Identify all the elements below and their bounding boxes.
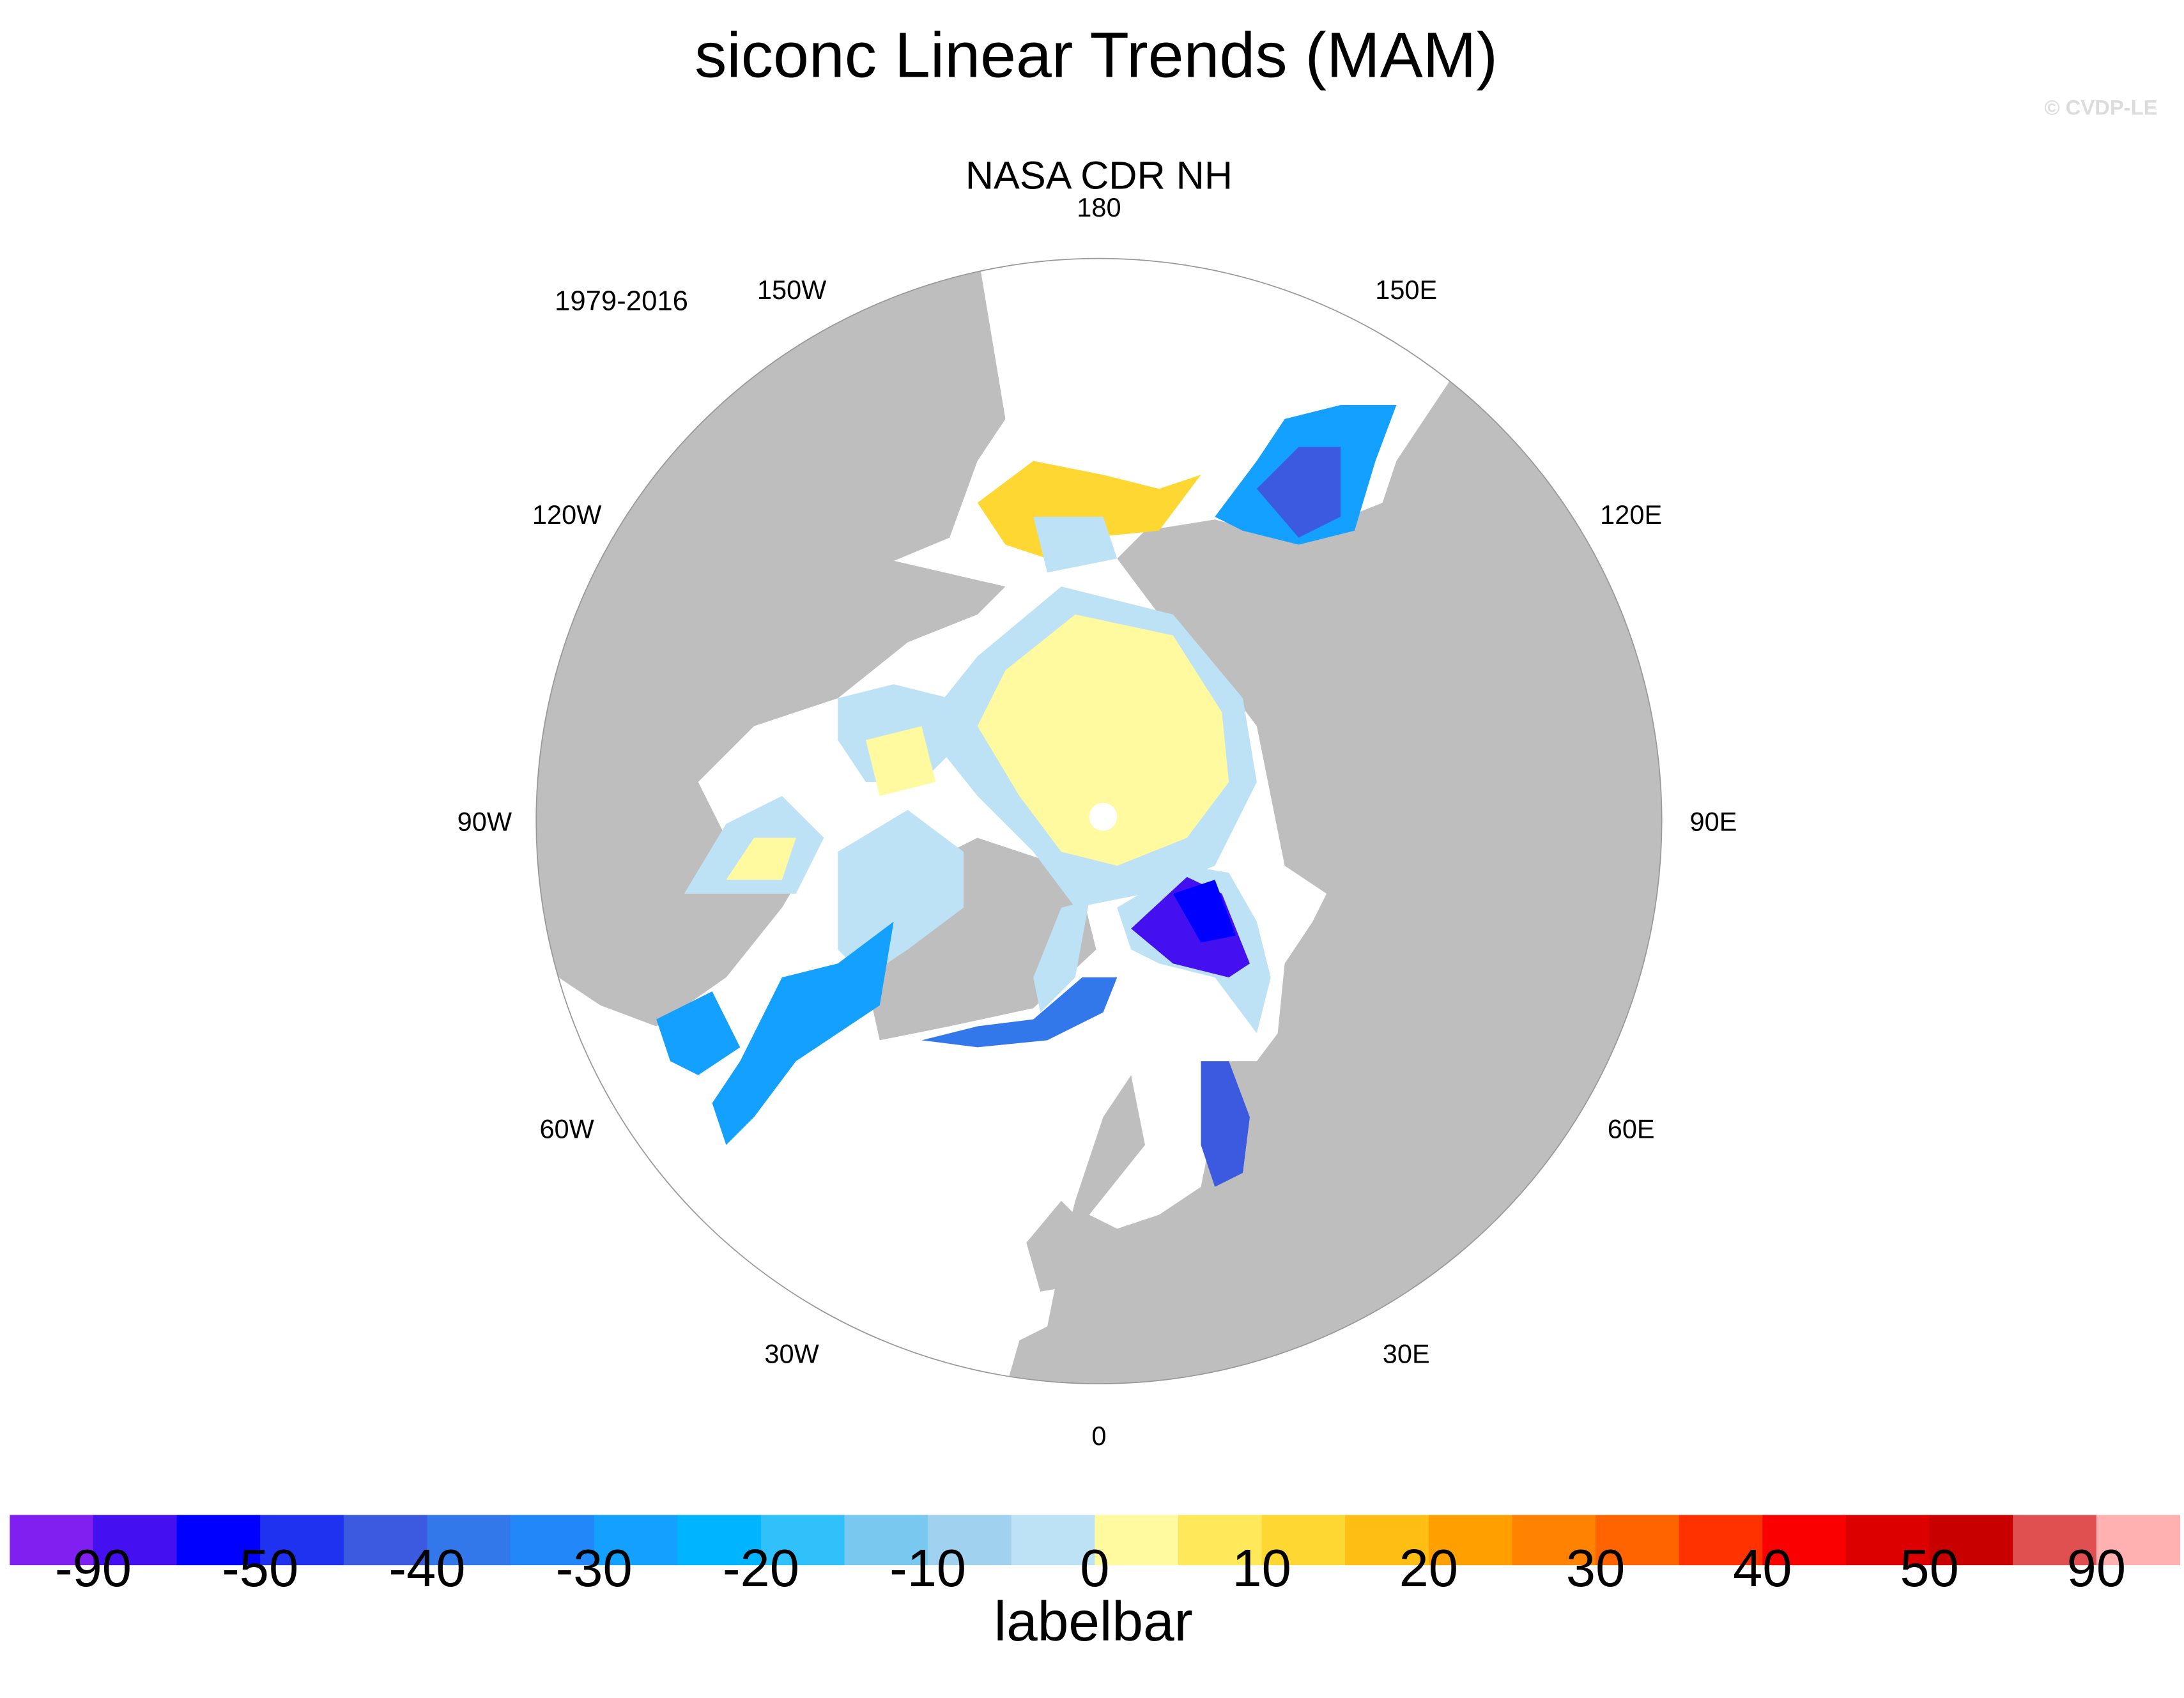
colorbar-tick-label: 0 [1080,1538,1109,1598]
colorbar-tick-label: 50 [1900,1538,1958,1598]
map-boundary [535,257,1663,1384]
colorbar-swatch [343,1515,428,1566]
colorbar-tick-label: 10 [1232,1538,1291,1598]
sea-ice-trend-patch [1256,447,1341,538]
colorbar-swatch [1929,1515,2013,1566]
longitude-label: 150E [1375,275,1437,305]
colorbar-swatch [594,1515,678,1566]
colorbar-swatch [2096,1515,2181,1566]
colorbar-tick-label: -50 [222,1538,298,1598]
sea-ice-trend-patch [712,921,894,1145]
chart-subtitle: NASA CDR NH [965,153,1233,197]
longitude-label: 90E [1690,807,1737,837]
chart-title: siconc Linear Trends (MAM) [695,19,1498,91]
colorbar-swatch [93,1515,178,1566]
colorbar-tick-label: -10 [889,1538,966,1598]
longitude-label: 0 [1091,1421,1106,1451]
colorbar-tick-label: 90 [2067,1538,2126,1598]
longitude-label: 30E [1383,1338,1430,1368]
colorbar-swatch [511,1515,595,1566]
colorbar-tick-label: -90 [55,1538,132,1598]
polar-map [536,258,1662,1384]
colorbar-swatch [1095,1515,1179,1566]
longitude-label: 30W [764,1338,819,1368]
longitude-label: 60E [1608,1113,1655,1143]
sea-ice-trend-patch [1033,516,1118,573]
colorbar-swatch [260,1515,344,1566]
longitude-label: 60W [539,1113,594,1143]
colorbar-swatch [1345,1515,1429,1566]
longitude-label: 120E [1600,500,1662,530]
colorbar-swatch [1011,1515,1096,1566]
sea-ice-trend-patch [977,614,1229,866]
colorbar-swatch [1845,1515,1930,1566]
longitude-label: 180 [1077,192,1121,222]
colorbar-swatch [1261,1515,1346,1566]
colorbar-swatch [1512,1515,1596,1566]
colorbar-swatch [1428,1515,1513,1566]
colorbar-swatch [928,1515,1012,1566]
colorbar-swatch [1596,1515,1680,1566]
sea-ice-trend-patch [838,809,964,978]
colorbar-swatch [760,1515,845,1566]
colorbar-tick-label: 20 [1399,1538,1458,1598]
colorbar [10,1515,2181,1566]
colorbar-swatch [844,1515,928,1566]
colorbar-swatch [1762,1515,1847,1566]
sea-ice-trend-patch [656,991,741,1076]
sea-ice-trend-patch [1201,1061,1250,1187]
longitude-label: 90W [458,807,512,837]
colorbar-swatch [176,1515,261,1566]
colorbar-swatch [2013,1515,2097,1566]
colorbar-tick-label: 30 [1566,1538,1625,1598]
colorbar-swatch [1679,1515,1763,1566]
colorbar-tick-label: 40 [1733,1538,1792,1598]
colorbar-title: labelbar [994,1590,1193,1653]
colorbar-swatch [677,1515,762,1566]
colorbar-swatch [10,1515,94,1566]
sea-ice-trend-patch [1173,880,1236,943]
sea-ice-trend-patch [1033,900,1089,1013]
watermark: © CVDP-LE [2044,95,2157,119]
sea-ice-trend-patch [977,461,1201,559]
pole-hole [1089,802,1118,831]
sea-ice-trend-patch [726,838,796,880]
period-label: 1979-2016 [555,285,688,316]
longitude-label: 150W [757,275,827,305]
land-uk [1026,1200,1089,1292]
sea-ice-trend-patch [865,726,936,796]
longitude-label: 120W [532,500,602,530]
colorbar-tick-label: -30 [556,1538,633,1598]
colorbar-swatch [1178,1515,1263,1566]
colorbar-tick-label: -20 [723,1538,799,1598]
colorbar-swatch [427,1515,511,1566]
colorbar-tick-label: -40 [388,1538,465,1598]
